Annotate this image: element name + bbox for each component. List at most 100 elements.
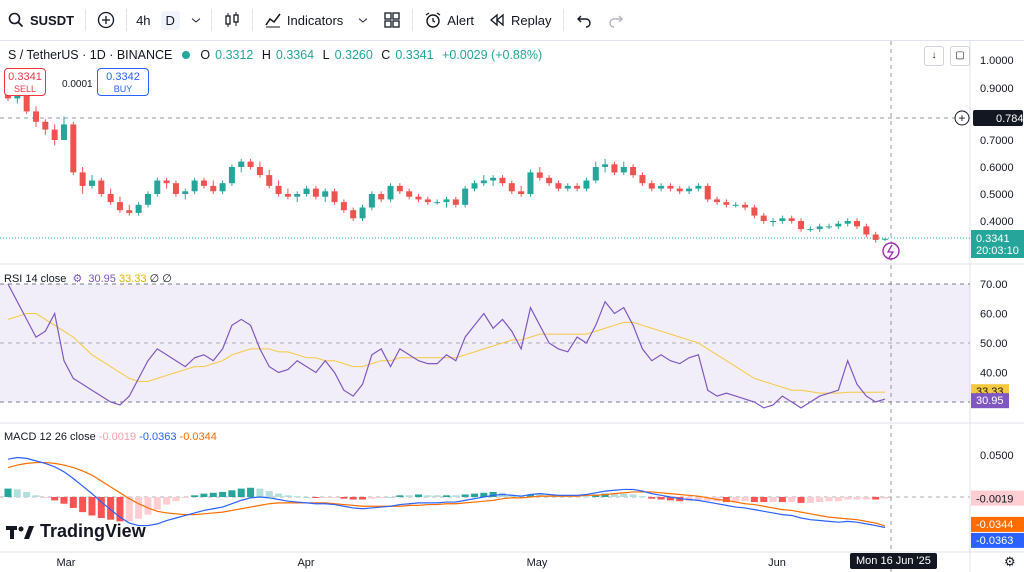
- interval-d[interactable]: D: [156, 0, 185, 40]
- settings-gear-icon[interactable]: ⚙: [1004, 554, 1016, 569]
- macd-histogram-bar: [797, 497, 805, 503]
- layouts-button[interactable]: [376, 0, 408, 40]
- price-tick-label: 0.9000: [980, 83, 1014, 95]
- candle-body: [424, 199, 431, 203]
- symbol-search[interactable]: SUSDT: [0, 0, 81, 40]
- candle-body: [760, 215, 767, 221]
- candle-body: [770, 221, 777, 222]
- tradingview-logo: TradingView: [6, 521, 146, 542]
- macd-histogram-bar: [424, 495, 432, 497]
- candle-body: [378, 194, 385, 200]
- candle-body: [116, 202, 123, 211]
- candle-body: [247, 161, 254, 167]
- price-tick-label: 0.4000: [980, 216, 1014, 228]
- macd-histogram-bar: [433, 495, 441, 497]
- macd-histogram-bar: [601, 493, 609, 497]
- sell-button[interactable]: 0.3341 SELL: [4, 68, 46, 96]
- macd-histogram-bar: [275, 493, 283, 497]
- macd-histogram-bar: [256, 488, 264, 497]
- buy-label: BUY: [113, 84, 133, 94]
- macd-histogram-bar: [881, 497, 889, 499]
- redo-icon: [608, 15, 623, 28]
- undo-icon: [576, 15, 591, 28]
- candle-body: [107, 194, 114, 203]
- candle-body: [228, 167, 235, 184]
- macd-histogram-bar: [237, 488, 245, 497]
- tradingview-logo-icon: [6, 525, 34, 539]
- macd-histogram-bar: [349, 497, 357, 500]
- macd-histogram-bar: [144, 497, 152, 515]
- macd-histogram-bar: [172, 497, 180, 502]
- undo-button[interactable]: [568, 0, 600, 40]
- macd-histogram-bar: [219, 491, 227, 497]
- rsi-ma-line: [7, 313, 886, 394]
- chart-type-button[interactable]: [216, 0, 248, 40]
- indicators-dropdown[interactable]: [350, 0, 376, 40]
- macd-histogram-bar: [88, 497, 96, 516]
- candle-body: [555, 183, 562, 189]
- candle-body: [275, 185, 282, 194]
- search-icon: [8, 12, 24, 28]
- candle-body: [518, 191, 525, 194]
- redo-button[interactable]: [600, 0, 632, 40]
- countdown-label: 20:03:10: [976, 245, 1019, 257]
- macd-histogram-bar: [732, 497, 740, 503]
- candle-body: [798, 221, 805, 230]
- rsi-extra-1: ∅: [149, 273, 160, 285]
- rsi-label: RSI 14 close: [4, 273, 67, 285]
- replay-button[interactable]: Replay: [481, 0, 558, 40]
- candle-body: [816, 226, 823, 230]
- change-value: +0.0029 (+0.88%): [442, 48, 543, 62]
- macd-line: [7, 456, 886, 529]
- pane-controls: ↓ ▢: [924, 46, 970, 66]
- candle-body: [60, 124, 67, 140]
- macd-histogram-bar: [629, 494, 637, 497]
- macd-histogram-bar: [666, 497, 674, 501]
- macd-histogram-bar: [461, 494, 469, 497]
- candle-body: [527, 172, 534, 194]
- rsi-pill: [971, 393, 1009, 409]
- crosshair-price-label: 0.7842: [996, 113, 1024, 125]
- candle-body: [32, 111, 39, 122]
- macd-histogram-bar: [200, 493, 208, 497]
- replay-label: Replay: [511, 12, 552, 28]
- top-toolbar: SUSDT 4h D Indicators Alert Replay: [0, 0, 1024, 41]
- candle-body: [462, 188, 469, 205]
- candle-body: [154, 180, 161, 194]
- indicators-button[interactable]: Indicators: [257, 0, 350, 40]
- lightning-bolt: [886, 244, 895, 259]
- macd-histogram-bar: [153, 497, 161, 510]
- interval-dropdown[interactable]: [185, 0, 207, 40]
- candle-body: [751, 207, 758, 216]
- candle-body: [546, 177, 553, 184]
- candle-body: [340, 202, 347, 211]
- maximize-pane-button[interactable]: ▢: [950, 46, 970, 66]
- candle-body: [630, 167, 637, 176]
- interval-4h[interactable]: 4h: [136, 12, 151, 28]
- last-price-label: 0.3341: [976, 233, 1010, 245]
- compare-button[interactable]: [90, 0, 122, 40]
- price-tick-label: 0.7000: [980, 135, 1014, 147]
- macd-histogram-bar: [648, 497, 656, 499]
- candle-body: [350, 210, 357, 219]
- candle-body: [854, 221, 861, 227]
- indicators-icon: [265, 13, 281, 28]
- add-alert-plus: +: [959, 111, 966, 125]
- buy-button[interactable]: 0.3342 BUY: [97, 68, 149, 96]
- time-tick-label: May: [527, 557, 548, 569]
- candle-body: [238, 161, 245, 167]
- candle-body: [284, 194, 291, 197]
- macd-line-axis-label: -0.0363: [976, 535, 1013, 547]
- settings-icon[interactable]: ⚙: [72, 273, 83, 285]
- candle-body: [182, 191, 189, 194]
- collapse-pane-button[interactable]: ↓: [924, 46, 944, 66]
- chart-canvas[interactable]: 1.0000 0.9000 0.7000 0.6000 0.5000 0.4000 0.78…: [0, 41, 1024, 572]
- macd-histogram-bar: [470, 493, 478, 497]
- candle-body: [807, 229, 814, 231]
- candle-body: [88, 180, 95, 186]
- candle-body: [564, 185, 571, 189]
- candle-body: [536, 172, 543, 178]
- candle-body: [480, 180, 487, 184]
- macd-histogram-bar: [359, 497, 367, 500]
- alert-button[interactable]: Alert: [417, 0, 481, 40]
